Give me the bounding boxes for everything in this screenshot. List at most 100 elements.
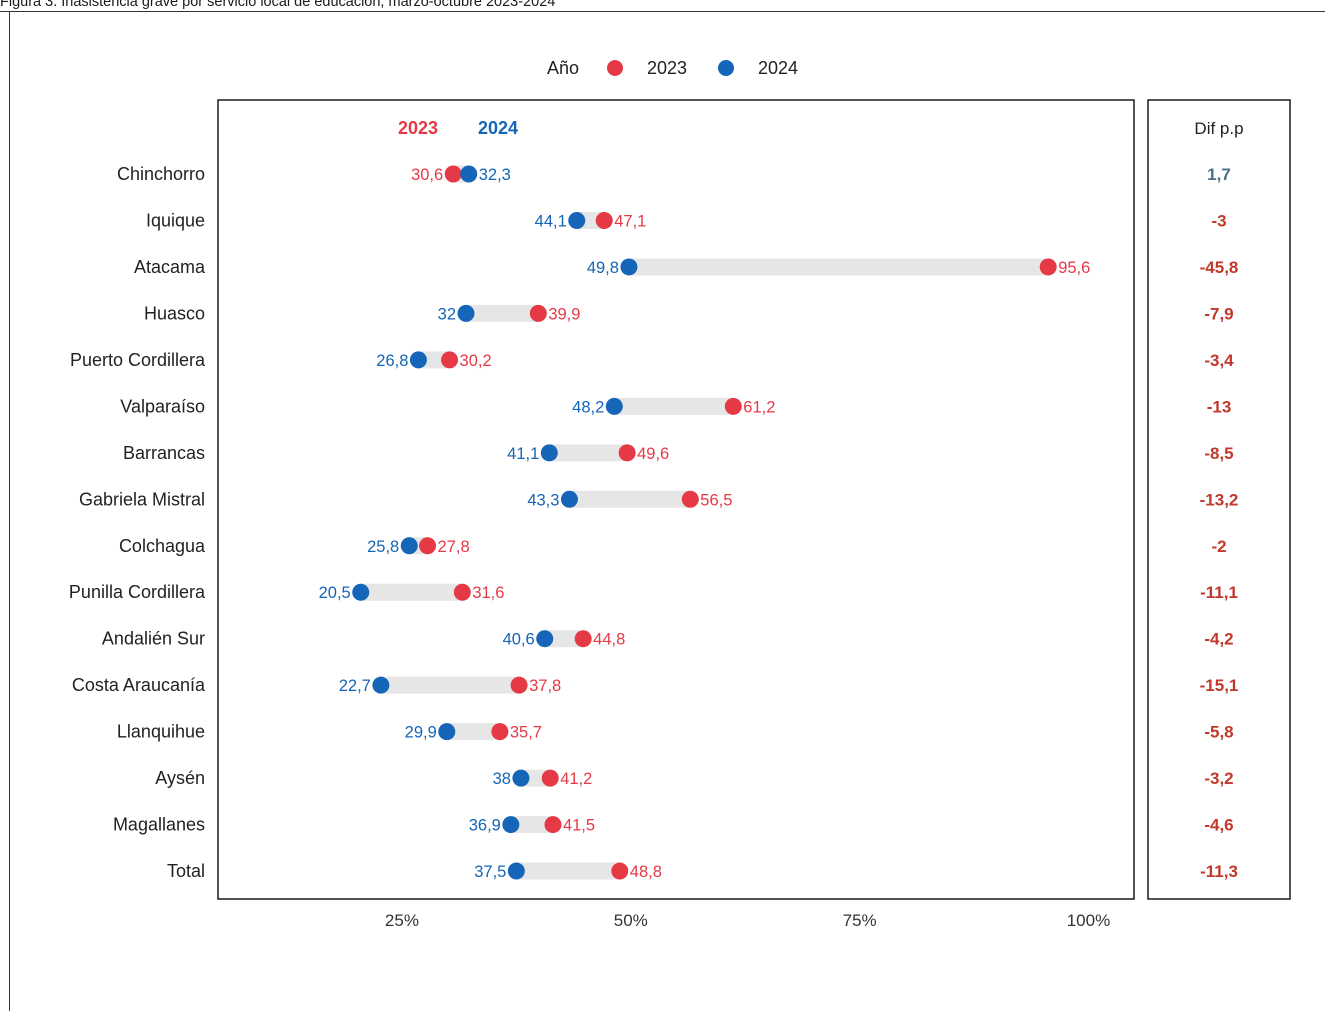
diff-value: -3 [1211, 211, 1226, 230]
x-tick-label: 75% [843, 911, 877, 930]
header-2023: 2023 [398, 118, 438, 138]
category-label: Total [167, 861, 205, 881]
diff-value: -11,3 [1200, 862, 1238, 881]
diff-value: -13 [1207, 397, 1232, 416]
point-2023 [419, 537, 437, 555]
category-label: Atacama [134, 257, 206, 277]
legend-title: Año [547, 58, 579, 78]
data-label-2023: 35,7 [510, 724, 542, 742]
legend-label-2023: 2023 [647, 58, 687, 78]
point-2024 [438, 723, 456, 741]
diff-value: -5,8 [1204, 723, 1233, 742]
point-2024 [512, 769, 530, 787]
point-2024 [540, 444, 558, 462]
data-label-2024: 25,8 [367, 538, 399, 556]
point-2023 [510, 676, 528, 694]
data-label-2023: 95,6 [1058, 259, 1090, 277]
category-label: Llanquihue [117, 722, 205, 742]
point-2023 [574, 630, 592, 648]
point-2024 [400, 537, 418, 555]
diff-value: -3,2 [1204, 769, 1233, 788]
point-2024 [372, 676, 390, 694]
diff-value: -8,5 [1204, 444, 1233, 463]
data-label-2023: 31,6 [472, 584, 504, 602]
diff-value: -4,2 [1204, 630, 1233, 649]
point-2024 [409, 351, 427, 369]
data-label-2023: 44,8 [593, 631, 625, 649]
point-2023 [595, 211, 613, 229]
header-2024: 2024 [478, 118, 518, 138]
category-label: Costa Araucanía [72, 675, 206, 695]
x-tick-label: 50% [614, 911, 648, 930]
data-label-2023: 41,2 [560, 770, 592, 788]
data-label-2024: 49,8 [587, 259, 619, 277]
category-label: Magallanes [113, 815, 205, 835]
data-label-2024: 20,5 [319, 584, 351, 602]
diff-value: -45,8 [1200, 258, 1239, 277]
category-label: Punilla Cordillera [69, 582, 206, 602]
data-label-2024: 22,7 [339, 677, 371, 695]
diff-value: -4,6 [1204, 816, 1233, 835]
diff-header: Dif p.p [1194, 119, 1243, 138]
data-label-2023: 61,2 [743, 398, 775, 416]
point-2023 [529, 304, 547, 322]
category-label: Andalién Sur [102, 629, 205, 649]
point-2024 [457, 304, 475, 322]
point-2024 [352, 583, 370, 601]
point-2023 [453, 583, 471, 601]
data-label-2024: 26,8 [376, 352, 408, 370]
data-label-2023: 39,9 [548, 305, 580, 323]
diff-value: 1,7 [1207, 165, 1231, 184]
point-2024 [620, 258, 638, 276]
category-label: Iquique [146, 210, 205, 230]
category-label: Aysén [155, 768, 205, 788]
point-2024 [560, 490, 578, 508]
data-label-2024: 38 [493, 770, 511, 788]
figure-frame [9, 11, 1325, 1011]
data-label-2024: 40,6 [503, 631, 535, 649]
title-divider [0, 11, 1325, 12]
diff-value: -2 [1211, 537, 1226, 556]
x-tick-label: 25% [385, 911, 419, 930]
data-label-2024: 44,1 [535, 212, 567, 230]
data-label-2024: 48,2 [572, 398, 604, 416]
category-label: Chinchorro [117, 164, 205, 184]
point-2023 [681, 490, 699, 508]
diff-value: -3,4 [1204, 351, 1234, 370]
diff-value: -13,2 [1200, 490, 1239, 509]
data-label-2023: 48,8 [630, 863, 662, 881]
data-label-2023: 49,6 [637, 445, 669, 463]
category-label: Barrancas [123, 443, 205, 463]
point-2023 [724, 397, 742, 415]
category-label: Puerto Cordillera [70, 350, 206, 370]
legend-label-2024: 2024 [758, 58, 798, 78]
point-2024 [507, 862, 525, 880]
point-2024 [502, 816, 520, 834]
point-2023 [491, 723, 509, 741]
diff-value: -15,1 [1200, 676, 1239, 695]
point-2023 [611, 862, 629, 880]
legend-marker-2023 [607, 60, 623, 76]
point-2023 [618, 444, 636, 462]
x-tick-label: 100% [1067, 911, 1110, 930]
diff-value: -11,1 [1200, 583, 1238, 602]
point-2023 [544, 816, 562, 834]
data-label-2023: 27,8 [438, 538, 470, 556]
data-label-2023: 41,5 [563, 817, 595, 835]
category-label: Colchagua [119, 536, 206, 556]
data-label-2023: 30,2 [460, 352, 492, 370]
data-label-2024: 32 [438, 305, 456, 323]
data-label-2023: 56,5 [700, 491, 732, 509]
data-label-2024: 32,3 [479, 166, 511, 184]
point-2024 [605, 397, 623, 415]
data-label-2023: 37,8 [529, 677, 561, 695]
point-2023 [541, 769, 559, 787]
diff-value: -7,9 [1204, 304, 1233, 323]
point-2024 [568, 211, 586, 229]
data-label-2024: 29,9 [405, 724, 437, 742]
page-title: Figura 3. Inasistencia grave por servici… [0, 0, 556, 10]
data-label-2023: 47,1 [614, 212, 646, 230]
data-label-2024: 37,5 [474, 863, 506, 881]
plot-panel [217, 99, 1135, 900]
